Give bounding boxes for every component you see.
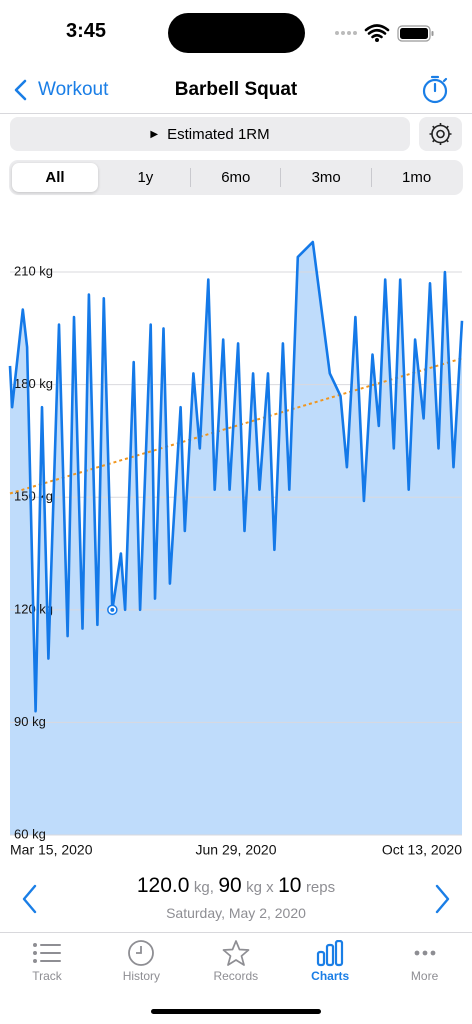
x-tick-label: Mar 15, 2020 — [10, 842, 93, 858]
metric-label: Estimated 1RM — [167, 125, 270, 143]
tab[interactable]: More — [378, 936, 472, 996]
selected-point-dot — [110, 607, 115, 612]
tab-label: More — [410, 969, 439, 983]
y-tick-label: 180 kg — [14, 376, 53, 391]
back-chevron[interactable] — [12, 79, 30, 101]
x-tick-label: Oct 13, 2020 — [382, 842, 462, 858]
x-tick-label: Jun 29, 2020 — [196, 842, 277, 858]
tab[interactable]: Charts — [283, 936, 377, 996]
back-button[interactable]: Workout — [38, 79, 109, 100]
settings-button[interactable] — [419, 117, 462, 151]
home-indicator — [151, 1009, 321, 1014]
next-button[interactable] — [432, 884, 452, 914]
range-option[interactable]: All — [12, 163, 98, 192]
tab-divider — [0, 932, 472, 933]
nav-divider — [0, 113, 472, 114]
metric-button[interactable]: ▶ Estimated 1RM — [10, 117, 410, 151]
y-tick-label: 60 kg — [14, 826, 46, 841]
y-tick-label: 210 kg — [14, 263, 53, 278]
tab[interactable]: Records — [189, 936, 283, 996]
tab-icon — [222, 940, 250, 966]
range-option[interactable]: 1mo — [402, 169, 432, 186]
area — [10, 242, 462, 835]
range-option[interactable]: 3mo — [311, 169, 341, 186]
timer-button[interactable] — [421, 74, 449, 104]
tab-icon — [128, 940, 155, 966]
selection-value: 120.0 — [136, 874, 190, 897]
line — [8, 240, 464, 713]
tab-label: Charts — [311, 969, 350, 983]
tab-icon — [33, 943, 61, 963]
tab-label: Records — [213, 969, 259, 983]
weight-unit: kg x — [246, 879, 274, 896]
play-icon: ▶ — [150, 128, 159, 140]
status-icons — [335, 24, 434, 42]
tab-label: Track — [32, 969, 62, 983]
selection-reps: 10 — [278, 874, 302, 897]
tab[interactable]: History — [94, 936, 188, 996]
selection-date: Saturday, May 2, 2020 — [166, 905, 306, 921]
range-separator — [370, 168, 372, 187]
range-separator — [189, 168, 191, 187]
status-time: 3:45 — [66, 20, 107, 42]
tab-icon — [414, 950, 435, 956]
prev-button[interactable] — [20, 884, 40, 914]
range-option[interactable]: 1y — [137, 169, 154, 186]
selection-unit: kg, — [193, 879, 214, 896]
notch — [168, 13, 305, 53]
nav-title: Barbell Squat — [174, 79, 298, 100]
selection-weight: 90 — [218, 874, 242, 897]
range-option[interactable]: 6mo — [221, 169, 251, 186]
tab-label: History — [122, 969, 161, 983]
range-separator — [280, 168, 282, 187]
y-tick-label: 150 kg — [14, 489, 53, 504]
selection-summary: 120.0 kg, 90 kg x 10 reps — [0, 874, 472, 898]
tab[interactable]: Track — [0, 936, 94, 996]
tab-icon — [317, 940, 344, 967]
reps-unit: reps — [305, 879, 336, 896]
y-tick-label: 90 kg — [14, 714, 46, 729]
gear-icon — [429, 123, 452, 145]
